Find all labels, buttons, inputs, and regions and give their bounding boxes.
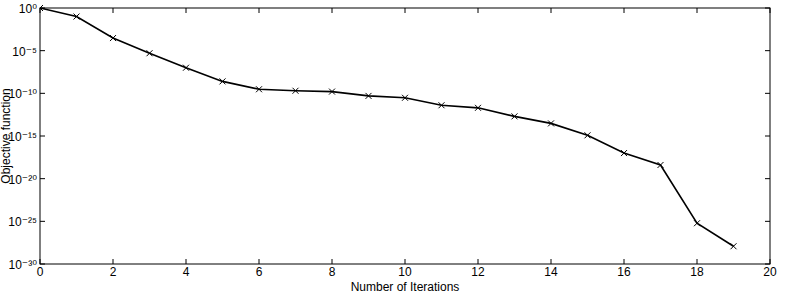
x-tick <box>405 8 406 13</box>
y-tick-label: 10⁻³⁰ <box>9 258 38 272</box>
data-point <box>74 14 80 20</box>
y-tick <box>40 136 45 137</box>
y-tick <box>40 50 45 51</box>
x-tick-label: 12 <box>471 265 485 279</box>
data-point <box>329 89 335 95</box>
data-point <box>256 86 262 92</box>
y-tick-label: 10⁻⁵ <box>12 45 37 59</box>
x-tick-label: 4 <box>183 265 190 279</box>
x-tick <box>551 8 552 13</box>
y-tick <box>765 178 770 179</box>
plot-frame <box>40 8 770 264</box>
x-tick-label: 0 <box>37 265 44 279</box>
data-point <box>147 50 153 56</box>
x-tick-label: 6 <box>256 265 263 279</box>
x-tick-label: 2 <box>110 265 117 279</box>
x-tick-label: 20 <box>763 265 777 279</box>
y-tick <box>40 221 45 222</box>
data-line <box>40 8 734 246</box>
y-tick <box>40 93 45 94</box>
data-point <box>366 93 372 99</box>
x-tick-label: 10 <box>398 265 412 279</box>
x-tick <box>113 8 114 13</box>
x-tick <box>770 8 771 13</box>
data-point <box>439 102 445 108</box>
y-tick <box>765 8 770 9</box>
x-tick <box>405 259 406 264</box>
x-tick <box>478 8 479 13</box>
data-point <box>694 220 700 226</box>
data-point <box>475 105 481 111</box>
data-point <box>621 150 627 156</box>
y-tick <box>765 50 770 51</box>
x-tick <box>259 259 260 264</box>
x-tick <box>40 259 41 264</box>
x-tick <box>332 259 333 264</box>
data-point <box>110 35 116 41</box>
x-tick-label: 16 <box>617 265 631 279</box>
data-point <box>220 78 226 84</box>
y-tick <box>765 93 770 94</box>
x-tick <box>697 259 698 264</box>
plot-area <box>40 5 737 249</box>
x-tick <box>624 8 625 13</box>
data-point <box>512 113 518 119</box>
x-tick-label: 14 <box>544 265 558 279</box>
x-tick <box>697 8 698 13</box>
data-point <box>40 5 43 11</box>
y-tick-label: 10⁻²⁵ <box>8 215 37 229</box>
data-point <box>548 120 554 126</box>
data-point <box>585 132 591 138</box>
y-tick <box>765 136 770 137</box>
x-tick-label: 8 <box>329 265 336 279</box>
data-point <box>183 65 189 71</box>
data-point <box>293 88 299 94</box>
y-tick <box>40 264 45 265</box>
x-axis-label: Number of Iterations <box>351 280 460 294</box>
chart: 0246810121416182010⁻³⁰10⁻²⁵10⁻²⁰10⁻¹⁵10⁻… <box>0 0 792 298</box>
x-tick <box>478 259 479 264</box>
x-tick <box>259 8 260 13</box>
y-tick <box>765 221 770 222</box>
x-tick <box>186 259 187 264</box>
y-axis-label: Objective function <box>0 88 13 183</box>
data-point <box>402 95 408 101</box>
data-point <box>658 162 664 168</box>
x-tick <box>113 259 114 264</box>
x-tick <box>332 8 333 13</box>
x-tick <box>186 8 187 13</box>
y-tick <box>40 178 45 179</box>
y-tick-label: 10⁰ <box>19 2 37 16</box>
x-tick-label: 18 <box>690 265 704 279</box>
x-tick <box>551 259 552 264</box>
x-tick <box>770 259 771 264</box>
x-tick <box>624 259 625 264</box>
y-tick <box>765 264 770 265</box>
data-point <box>731 243 737 249</box>
